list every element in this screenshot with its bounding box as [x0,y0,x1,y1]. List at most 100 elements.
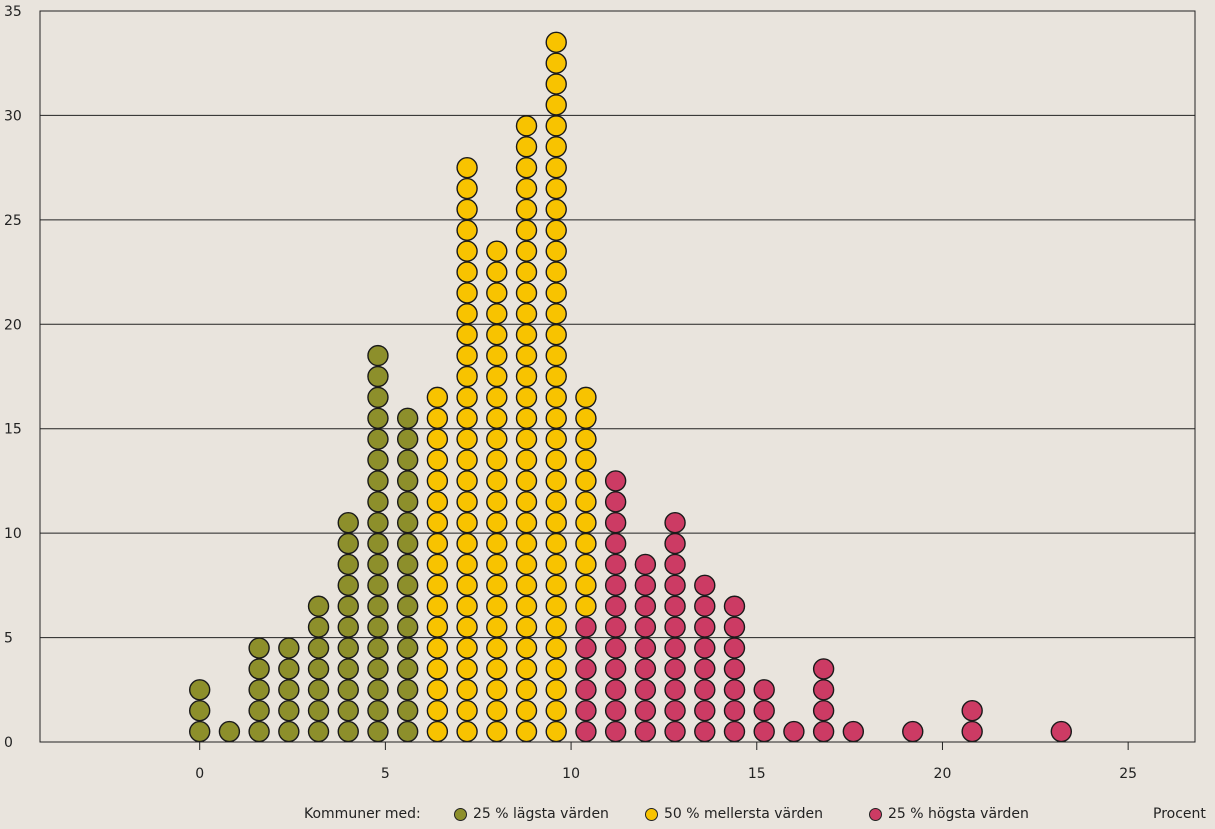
dot-series-1 [515,428,538,450]
dot-series-1 [456,470,478,492]
dot-series-2 [664,595,686,617]
dot-series-1 [515,365,538,388]
dot-series-1 [545,428,567,450]
dot-series-1 [515,470,538,492]
dot-series-1 [486,324,508,346]
dot-series-1 [545,344,567,367]
dot-series-1 [575,574,597,597]
dot-series-0 [367,512,389,534]
dot-series-1 [486,428,508,450]
dot-series-1 [486,637,508,659]
x-tick-label: 20 [934,766,952,782]
dot-series-1 [426,407,449,429]
dot-series-0 [367,428,389,450]
dot-series-0 [396,595,419,617]
dot-series-0 [396,699,419,722]
dot-series-1 [515,616,538,638]
dot-series-2 [634,699,657,722]
dot-series-1 [515,282,538,304]
dot-series-0 [396,491,419,513]
dot-series-1 [486,303,508,325]
dot-series-1 [486,595,508,617]
dot-series-1 [456,699,478,722]
dot-series-2 [694,616,716,638]
dot-series-1 [426,616,449,638]
dot-series-1 [545,156,567,179]
dot-series-0 [367,365,389,388]
dot-series-0 [367,532,389,555]
dot-series-1 [545,532,567,555]
dot-series-2 [604,616,627,638]
dot-series-2 [753,679,775,701]
dot-series-0 [307,699,330,722]
dot-series-1 [486,616,508,638]
dot-series-1 [575,470,597,492]
dot-series-1 [456,177,478,200]
dot-series-1 [515,512,538,534]
dot-series-2 [961,699,983,722]
dot-series-1 [575,553,597,576]
dot-series-0 [218,720,241,743]
dot-series-0 [337,553,359,576]
dot-series-1 [426,553,449,576]
dot-series-2 [604,574,627,597]
dot-series-1 [456,532,478,555]
legend-label-high: 25 % högsta värden [888,806,1029,822]
dot-series-2 [723,616,746,638]
dot-series-0 [248,699,270,722]
dot-series-0 [248,679,270,701]
dot-series-1 [456,679,478,701]
dot-series-1 [515,637,538,659]
dot-series-1 [456,720,478,743]
dot-series-1 [575,512,597,534]
dot-series-1 [456,616,478,638]
dot-series-1 [456,240,478,262]
dot-series-2 [575,679,597,701]
dot-series-1 [545,73,567,95]
dot-series-1 [545,261,567,283]
dot-series-0 [337,679,359,701]
dot-series-1 [545,595,567,617]
y-tick-label: 20 [4,317,22,333]
legend: Kommuner med: 25 % lägsta värden 50 % me… [0,806,1215,828]
dot-series-2 [634,595,657,617]
dot-series-0 [248,637,270,659]
dot-series-1 [486,532,508,555]
dot-series-1 [545,282,567,304]
y-tick-label: 10 [4,526,22,542]
x-tick-label: 0 [195,766,204,782]
dot-series-2 [634,637,657,659]
dot-series-2 [575,699,597,722]
dot-series-1 [456,219,478,242]
x-tick-label: 5 [381,766,390,782]
dot-series-1 [545,324,567,346]
y-axis: 0 5 10 15 20 25 30 35 [4,4,22,751]
dot-series-1 [545,198,567,221]
dot-series-1 [575,428,597,450]
dot-series-0 [367,386,389,409]
dot-series-0 [367,574,389,597]
dot-series-2 [664,574,686,597]
dot-series-1 [515,261,538,283]
dot-series-2 [842,720,865,743]
dot-series-2 [753,720,775,743]
dot-series-1 [515,136,538,158]
dot-series-0 [367,616,389,638]
dot-series-1 [426,428,449,450]
dot-series-1 [515,198,538,221]
x-tick-label: 15 [748,766,766,782]
dot-series-0 [337,637,359,659]
dot-series-0 [396,720,419,743]
dot-series-0 [367,470,389,492]
dot-series-2 [783,720,805,743]
dot-series-1 [456,637,478,659]
y-tick-label: 0 [4,735,13,751]
dot-series-1 [486,261,508,283]
y-tick-label: 25 [4,213,22,229]
dot-series-0 [396,470,419,492]
dot-series-1 [426,470,449,492]
dot-series-1 [456,198,478,221]
dot-series-0 [367,344,389,367]
dot-series-1 [545,720,567,743]
dot-series-2 [812,679,835,701]
